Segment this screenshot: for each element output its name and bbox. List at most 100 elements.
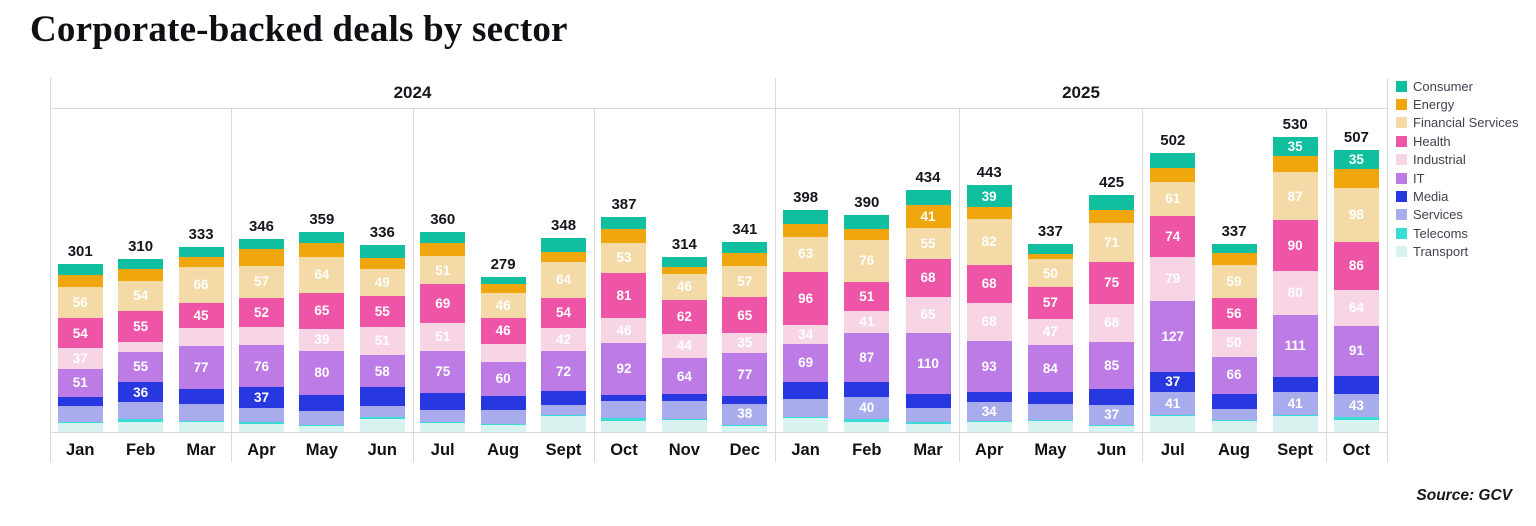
bar-segment-services[interactable]	[905, 408, 951, 422]
bar-segment-industrial[interactable]: 39	[299, 328, 345, 351]
bar-segment-health[interactable]: 68	[966, 265, 1012, 303]
bar-segment-telecoms[interactable]	[601, 418, 647, 421]
bar-segment-it[interactable]: 91	[1333, 325, 1379, 377]
bar-segment-health[interactable]: 52	[238, 297, 284, 327]
bar-segment-transport[interactable]	[238, 423, 284, 432]
bar-segment-consumer[interactable]	[1150, 152, 1196, 169]
bar-segment-energy[interactable]: 41	[905, 205, 951, 229]
bar-segment-energy[interactable]	[722, 253, 768, 266]
bar-segment-industrial[interactable]: 65	[905, 296, 951, 333]
bar-segment-energy[interactable]	[1027, 253, 1073, 260]
bar-segment-services[interactable]: 41	[1272, 391, 1318, 415]
bar-segment-consumer[interactable]	[661, 257, 707, 268]
bar-segment-services[interactable]	[57, 406, 103, 422]
bar-segment-consumer[interactable]	[1089, 195, 1135, 211]
bar-segment-financial-services[interactable]: 63	[783, 236, 829, 272]
bar-segment-media[interactable]	[1333, 376, 1379, 394]
bar-segment-telecoms[interactable]	[238, 421, 284, 424]
bar-segment-services[interactable]	[541, 405, 587, 416]
bar-segment-industrial[interactable]: 68	[1089, 303, 1135, 342]
bar-segment-services[interactable]	[601, 401, 647, 419]
bar-segment-services[interactable]	[1211, 409, 1257, 421]
bar-segment-telecoms[interactable]	[844, 419, 890, 422]
bar-dec-2024[interactable]: 57 65 35 77 38	[722, 242, 768, 432]
bar-segment-energy[interactable]	[118, 269, 164, 282]
bar-segment-financial-services[interactable]: 87	[1272, 172, 1318, 221]
bar-segment-telecoms[interactable]	[178, 420, 224, 423]
bar-segment-services[interactable]	[299, 410, 345, 425]
bar-segment-transport[interactable]	[1027, 420, 1073, 432]
bar-segment-financial-services[interactable]: 98	[1333, 187, 1379, 243]
bar-segment-telecoms[interactable]	[57, 421, 103, 423]
bar-segment-financial-services[interactable]: 57	[722, 265, 768, 298]
bar-segment-it[interactable]: 75	[420, 351, 466, 393]
bar-segment-media[interactable]	[661, 394, 707, 401]
bar-segment-energy[interactable]	[1333, 169, 1379, 188]
bar-mar-2025[interactable]: 41 55 68 65 110	[905, 190, 951, 432]
bar-segment-consumer[interactable]	[238, 239, 284, 250]
bar-segment-energy[interactable]	[57, 275, 103, 288]
legend-item-consumer[interactable]: Consumer	[1396, 77, 1519, 95]
bar-segment-it[interactable]: 93	[966, 340, 1012, 393]
bar-segment-consumer[interactable]	[178, 246, 224, 257]
bar-segment-media[interactable]	[1272, 376, 1318, 392]
bar-segment-media[interactable]	[420, 392, 466, 410]
bar-segment-industrial[interactable]: 42	[541, 327, 587, 352]
bar-segment-telecoms[interactable]	[905, 421, 951, 424]
legend-item-energy[interactable]: Energy	[1396, 95, 1519, 113]
bar-segment-transport[interactable]	[1211, 421, 1257, 432]
bar-segment-transport[interactable]	[966, 422, 1012, 432]
bar-segment-financial-services[interactable]: 51	[420, 256, 466, 285]
bar-segment-services[interactable]	[420, 409, 466, 422]
bar-segment-telecoms[interactable]	[661, 419, 707, 421]
bar-segment-energy[interactable]	[299, 243, 345, 258]
bar-segment-consumer[interactable]	[1027, 244, 1073, 254]
bar-segment-industrial[interactable]: 41	[844, 310, 890, 334]
bar-segment-telecoms[interactable]	[1150, 415, 1196, 417]
bar-segment-telecoms[interactable]	[966, 421, 1012, 423]
bar-segment-services[interactable]	[238, 408, 284, 422]
bar-segment-industrial[interactable]: 37	[57, 348, 103, 370]
bar-jul-2024[interactable]: 51 69 51 75	[420, 231, 466, 432]
bar-segment-financial-services[interactable]: 66	[178, 266, 224, 304]
bar-segment-industrial[interactable]: 51	[420, 322, 466, 352]
bar-segment-transport[interactable]	[118, 421, 164, 432]
bar-segment-media[interactable]	[783, 382, 829, 400]
bar-segment-energy[interactable]	[480, 283, 526, 293]
legend-item-financial-services[interactable]: Financial Services	[1396, 114, 1519, 132]
bar-segment-media[interactable]	[359, 387, 405, 406]
bar-segment-energy[interactable]	[601, 228, 647, 244]
bar-segment-transport[interactable]	[661, 420, 707, 432]
bar-segment-health[interactable]: 69	[420, 284, 466, 323]
bar-segment-financial-services[interactable]: 53	[601, 243, 647, 273]
bar-segment-services[interactable]	[480, 409, 526, 424]
bar-segment-it[interactable]: 84	[1027, 345, 1073, 392]
bar-segment-energy[interactable]	[1211, 252, 1257, 265]
bar-segment-consumer[interactable]	[1211, 244, 1257, 253]
bar-segment-energy[interactable]	[966, 207, 1012, 220]
bar-segment-transport[interactable]	[359, 419, 405, 432]
bar-segment-telecoms[interactable]	[299, 424, 345, 426]
bar-segment-consumer[interactable]: 35	[1333, 149, 1379, 170]
bar-segment-services[interactable]	[661, 400, 707, 420]
bar-apr-2025[interactable]: 39 82 68 68 93 34	[966, 185, 1012, 432]
bar-nov-2024[interactable]: 46 62 44 64	[661, 257, 707, 432]
bar-segment-telecoms[interactable]	[480, 423, 526, 425]
bar-segment-health[interactable]: 75	[1089, 262, 1135, 304]
bar-segment-health[interactable]: 65	[722, 297, 768, 334]
legend-item-it[interactable]: IT	[1396, 169, 1519, 187]
bar-segment-health[interactable]: 54	[57, 318, 103, 349]
bar-segment-transport[interactable]	[178, 422, 224, 432]
bar-segment-financial-services[interactable]: 59	[1211, 265, 1257, 298]
bar-segment-media[interactable]	[966, 392, 1012, 403]
bar-segment-consumer[interactable]	[844, 214, 890, 229]
bar-segment-health[interactable]: 57	[1027, 287, 1073, 319]
bar-segment-industrial[interactable]: 64	[1333, 290, 1379, 326]
bar-segment-transport[interactable]	[1150, 416, 1196, 432]
bar-segment-telecoms[interactable]	[1027, 419, 1073, 421]
bar-segment-health[interactable]: 56	[1211, 297, 1257, 329]
bar-segment-health[interactable]: 54	[541, 297, 587, 328]
bar-segment-financial-services[interactable]: 46	[661, 273, 707, 300]
bar-segment-health[interactable]: 86	[1333, 242, 1379, 291]
bar-segment-consumer[interactable]	[541, 238, 587, 253]
